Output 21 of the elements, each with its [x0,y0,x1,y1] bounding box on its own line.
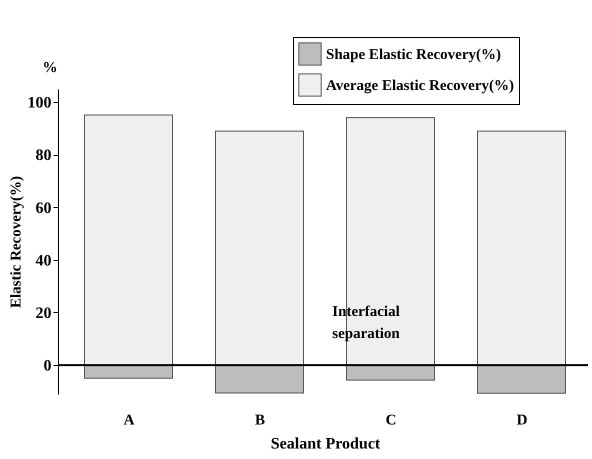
text: % [42,60,58,76]
legend-label: Shape Elastic Recovery(%) [326,47,501,63]
y-tick-label: 40 [36,252,52,270]
y-tick-label: 60 [36,200,52,217]
y-tick-label: 100 [28,94,52,112]
y-axis-title: Elastic Recovery(%) [8,176,24,308]
x-tick-label: C [386,412,396,428]
y-tick-label: 80 [36,147,52,164]
x-tick-label: B [254,412,266,428]
bar [84,114,173,366]
bar [346,364,435,381]
x-axis-title: Sealant Product [270,436,381,452]
legend-label: Average Elastic Recovery(%) [326,78,514,94]
y-tick-label: 20 [36,304,52,322]
bar [477,130,566,366]
bar [215,130,304,366]
bar [215,364,304,394]
x-tick-label: A [124,412,135,428]
y-tick-label: 0 [44,358,52,375]
x-tick-label: D [516,412,528,428]
bar [477,364,566,394]
